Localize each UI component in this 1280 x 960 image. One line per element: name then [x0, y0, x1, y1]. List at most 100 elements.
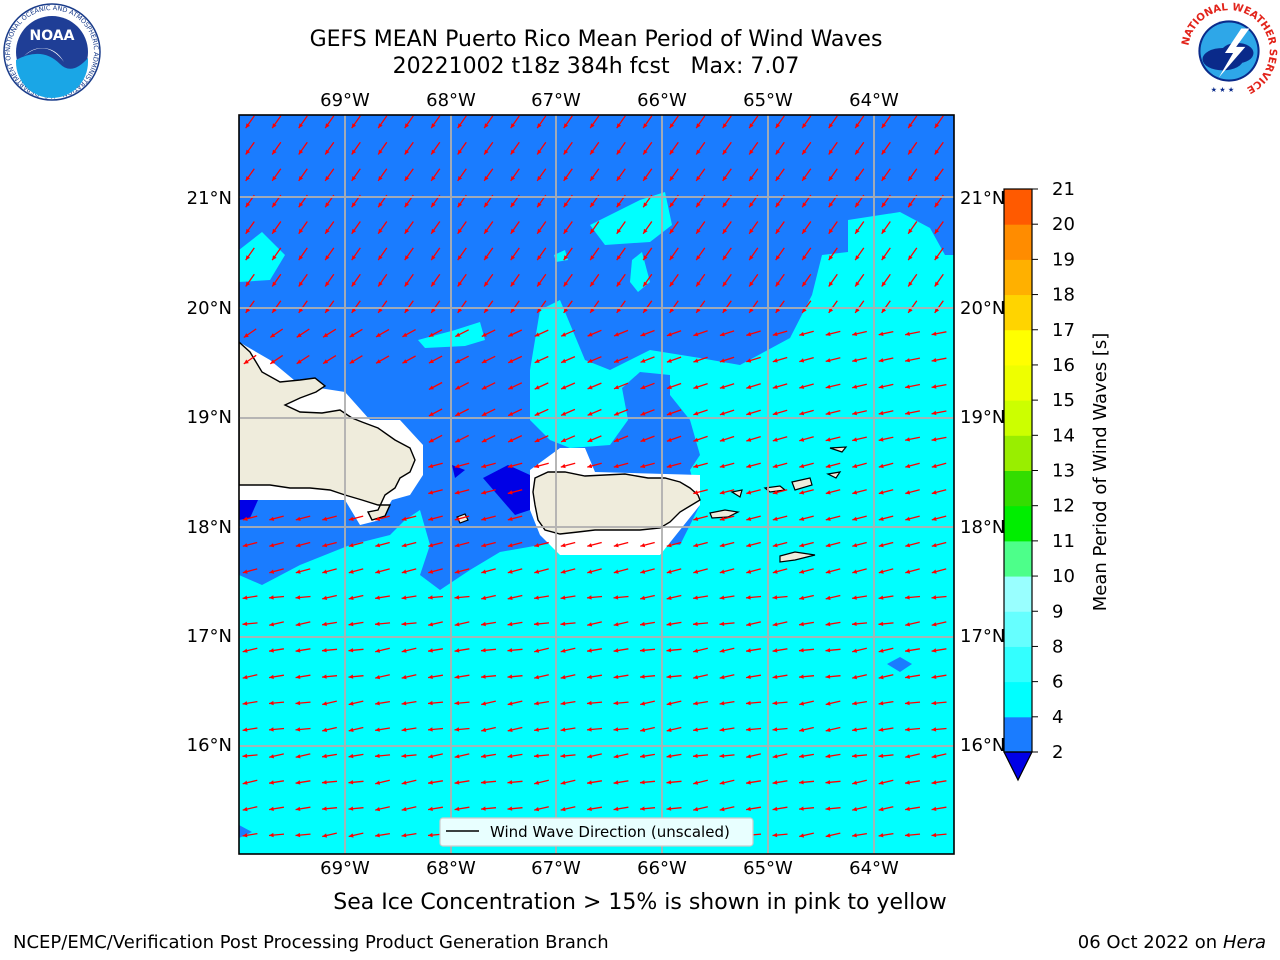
- wind-wave-arrow: [746, 409, 761, 416]
- wind-wave-arrow: [878, 357, 894, 363]
- island-virgin-1: [730, 489, 743, 498]
- wind-wave-arrow: [295, 780, 311, 785]
- wind-wave-arrow: [640, 568, 655, 574]
- wind-wave-arrow: [560, 727, 576, 732]
- wind-wave-arrow: [748, 247, 759, 261]
- wind-wave-arrow: [772, 489, 788, 495]
- island-virgin-4: [826, 471, 842, 479]
- wind-wave-arrow: [298, 141, 308, 155]
- wind-wave-arrow: [639, 674, 656, 679]
- wind-wave-arrow: [852, 410, 867, 416]
- wind-wave-arrow: [321, 806, 338, 811]
- wind-wave-arrow: [510, 247, 520, 261]
- wind-wave-arrow: [695, 168, 706, 182]
- wind-wave-arrow: [242, 515, 258, 521]
- footer-branch: NCEP/EMC/Verification Post Processing Pr…: [13, 932, 609, 953]
- wind-wave-arrow: [722, 273, 732, 287]
- wind-wave-arrow: [799, 594, 814, 600]
- wind-wave-arrow: [375, 515, 390, 521]
- wind-wave-arrow: [825, 648, 841, 653]
- wind-wave-arrow: [852, 330, 867, 336]
- colorbar-label: Mean Period of Wind Waves [s]: [1090, 333, 1111, 612]
- wind-wave-arrow: [931, 621, 947, 627]
- wind-wave-arrow: [639, 780, 656, 785]
- wind-wave-arrow: [878, 541, 894, 548]
- wind-wave-arrow: [507, 408, 523, 417]
- wind-wave-arrow: [851, 621, 868, 626]
- wind-wave-arrow: [852, 489, 867, 495]
- wind-wave-arrow: [881, 273, 891, 287]
- wind-wave-arrow: [481, 726, 496, 732]
- wind-wave-arrow: [481, 515, 496, 521]
- wind-wave-arrow: [510, 221, 520, 235]
- wind-wave-arrow: [454, 462, 470, 469]
- wind-wave-arrow: [825, 594, 841, 600]
- wind-wave-arrow: [772, 753, 788, 759]
- wind-wave-arrow: [481, 434, 496, 443]
- wind-wave-arrow: [348, 541, 364, 548]
- wind-wave-arrow: [666, 621, 682, 627]
- ocean-light-patch: [590, 192, 672, 245]
- wind-wave-arrow: [271, 141, 282, 155]
- wind-wave-arrow: [799, 700, 814, 706]
- puerto-rico-land: [532, 471, 701, 535]
- wind-wave-arrow: [454, 568, 470, 574]
- wind-wave-arrow: [534, 435, 549, 443]
- wind-wave-arrow: [375, 355, 390, 364]
- wind-wave-arrow: [825, 780, 841, 785]
- colorbar-tick-label: 18: [1052, 285, 1075, 306]
- wind-wave-arrow: [825, 832, 841, 838]
- wind-wave-arrow: [560, 753, 576, 758]
- wind-wave-arrow: [931, 727, 947, 732]
- wind-wave-arrow: [613, 595, 629, 600]
- wind-wave-arrow: [560, 462, 576, 469]
- wind-wave-arrow: [719, 595, 735, 600]
- wind-wave-arrow: [507, 382, 523, 390]
- wind-wave-arrow: [825, 621, 841, 627]
- wind-wave-arrow: [401, 727, 417, 732]
- wind-wave-arrow: [639, 621, 656, 627]
- wind-wave-arrow: [534, 806, 549, 812]
- wind-wave-arrow: [271, 221, 282, 235]
- wind-wave-arrow: [666, 806, 682, 811]
- wind-wave-arrow: [613, 648, 629, 653]
- wind-wave-arrow: [348, 832, 364, 838]
- wind-wave-arrow: [480, 621, 497, 627]
- wind-wave-arrow: [692, 595, 709, 600]
- wind-wave-arrow: [881, 221, 891, 235]
- wind-wave-arrow: [666, 356, 682, 363]
- wind-wave-arrow: [348, 621, 364, 627]
- wind-wave-arrow: [878, 595, 894, 600]
- nws-logo: NATIONAL WEATHER SERVICE ★ ★ ★: [1179, 1, 1279, 101]
- wind-wave-arrow: [852, 568, 867, 574]
- wind-wave-arrow: [377, 300, 388, 314]
- wind-wave-arrow: [745, 648, 762, 653]
- lat-label-right: 19°N: [960, 407, 1005, 428]
- wind-wave-arrow: [904, 357, 921, 363]
- wind-wave-arrow: [536, 141, 547, 155]
- wind-wave-arrow: [825, 357, 841, 363]
- wind-wave-arrow: [825, 700, 841, 706]
- ocean-light-field: [239, 212, 954, 854]
- wind-wave-arrow: [854, 273, 865, 287]
- wind-wave-arrow: [931, 753, 947, 759]
- wind-wave-arrow: [427, 780, 444, 785]
- wind-wave-arrow: [639, 648, 656, 653]
- wind-wave-arrow: [401, 515, 417, 521]
- wind-wave-arrow: [613, 356, 629, 364]
- wind-wave-arrow: [295, 515, 311, 521]
- wind-wave-arrow: [480, 780, 497, 785]
- wind-wave-arrow: [746, 435, 761, 442]
- sea-ice-note: Sea Ice Concentration > 15% is shown in …: [333, 890, 947, 915]
- lon-label-top: 69°W: [320, 90, 370, 111]
- wind-wave-arrow: [375, 541, 390, 548]
- wind-wave-arrow: [586, 780, 603, 785]
- wind-wave-arrow: [322, 568, 337, 574]
- wind-wave-arrow: [587, 329, 602, 337]
- wind-wave-arrow: [904, 648, 921, 653]
- wind-wave-arrow: [322, 355, 337, 365]
- wind-wave-arrow: [401, 779, 417, 785]
- wind-wave-arrow: [799, 515, 814, 521]
- wind-wave-arrow: [798, 621, 815, 627]
